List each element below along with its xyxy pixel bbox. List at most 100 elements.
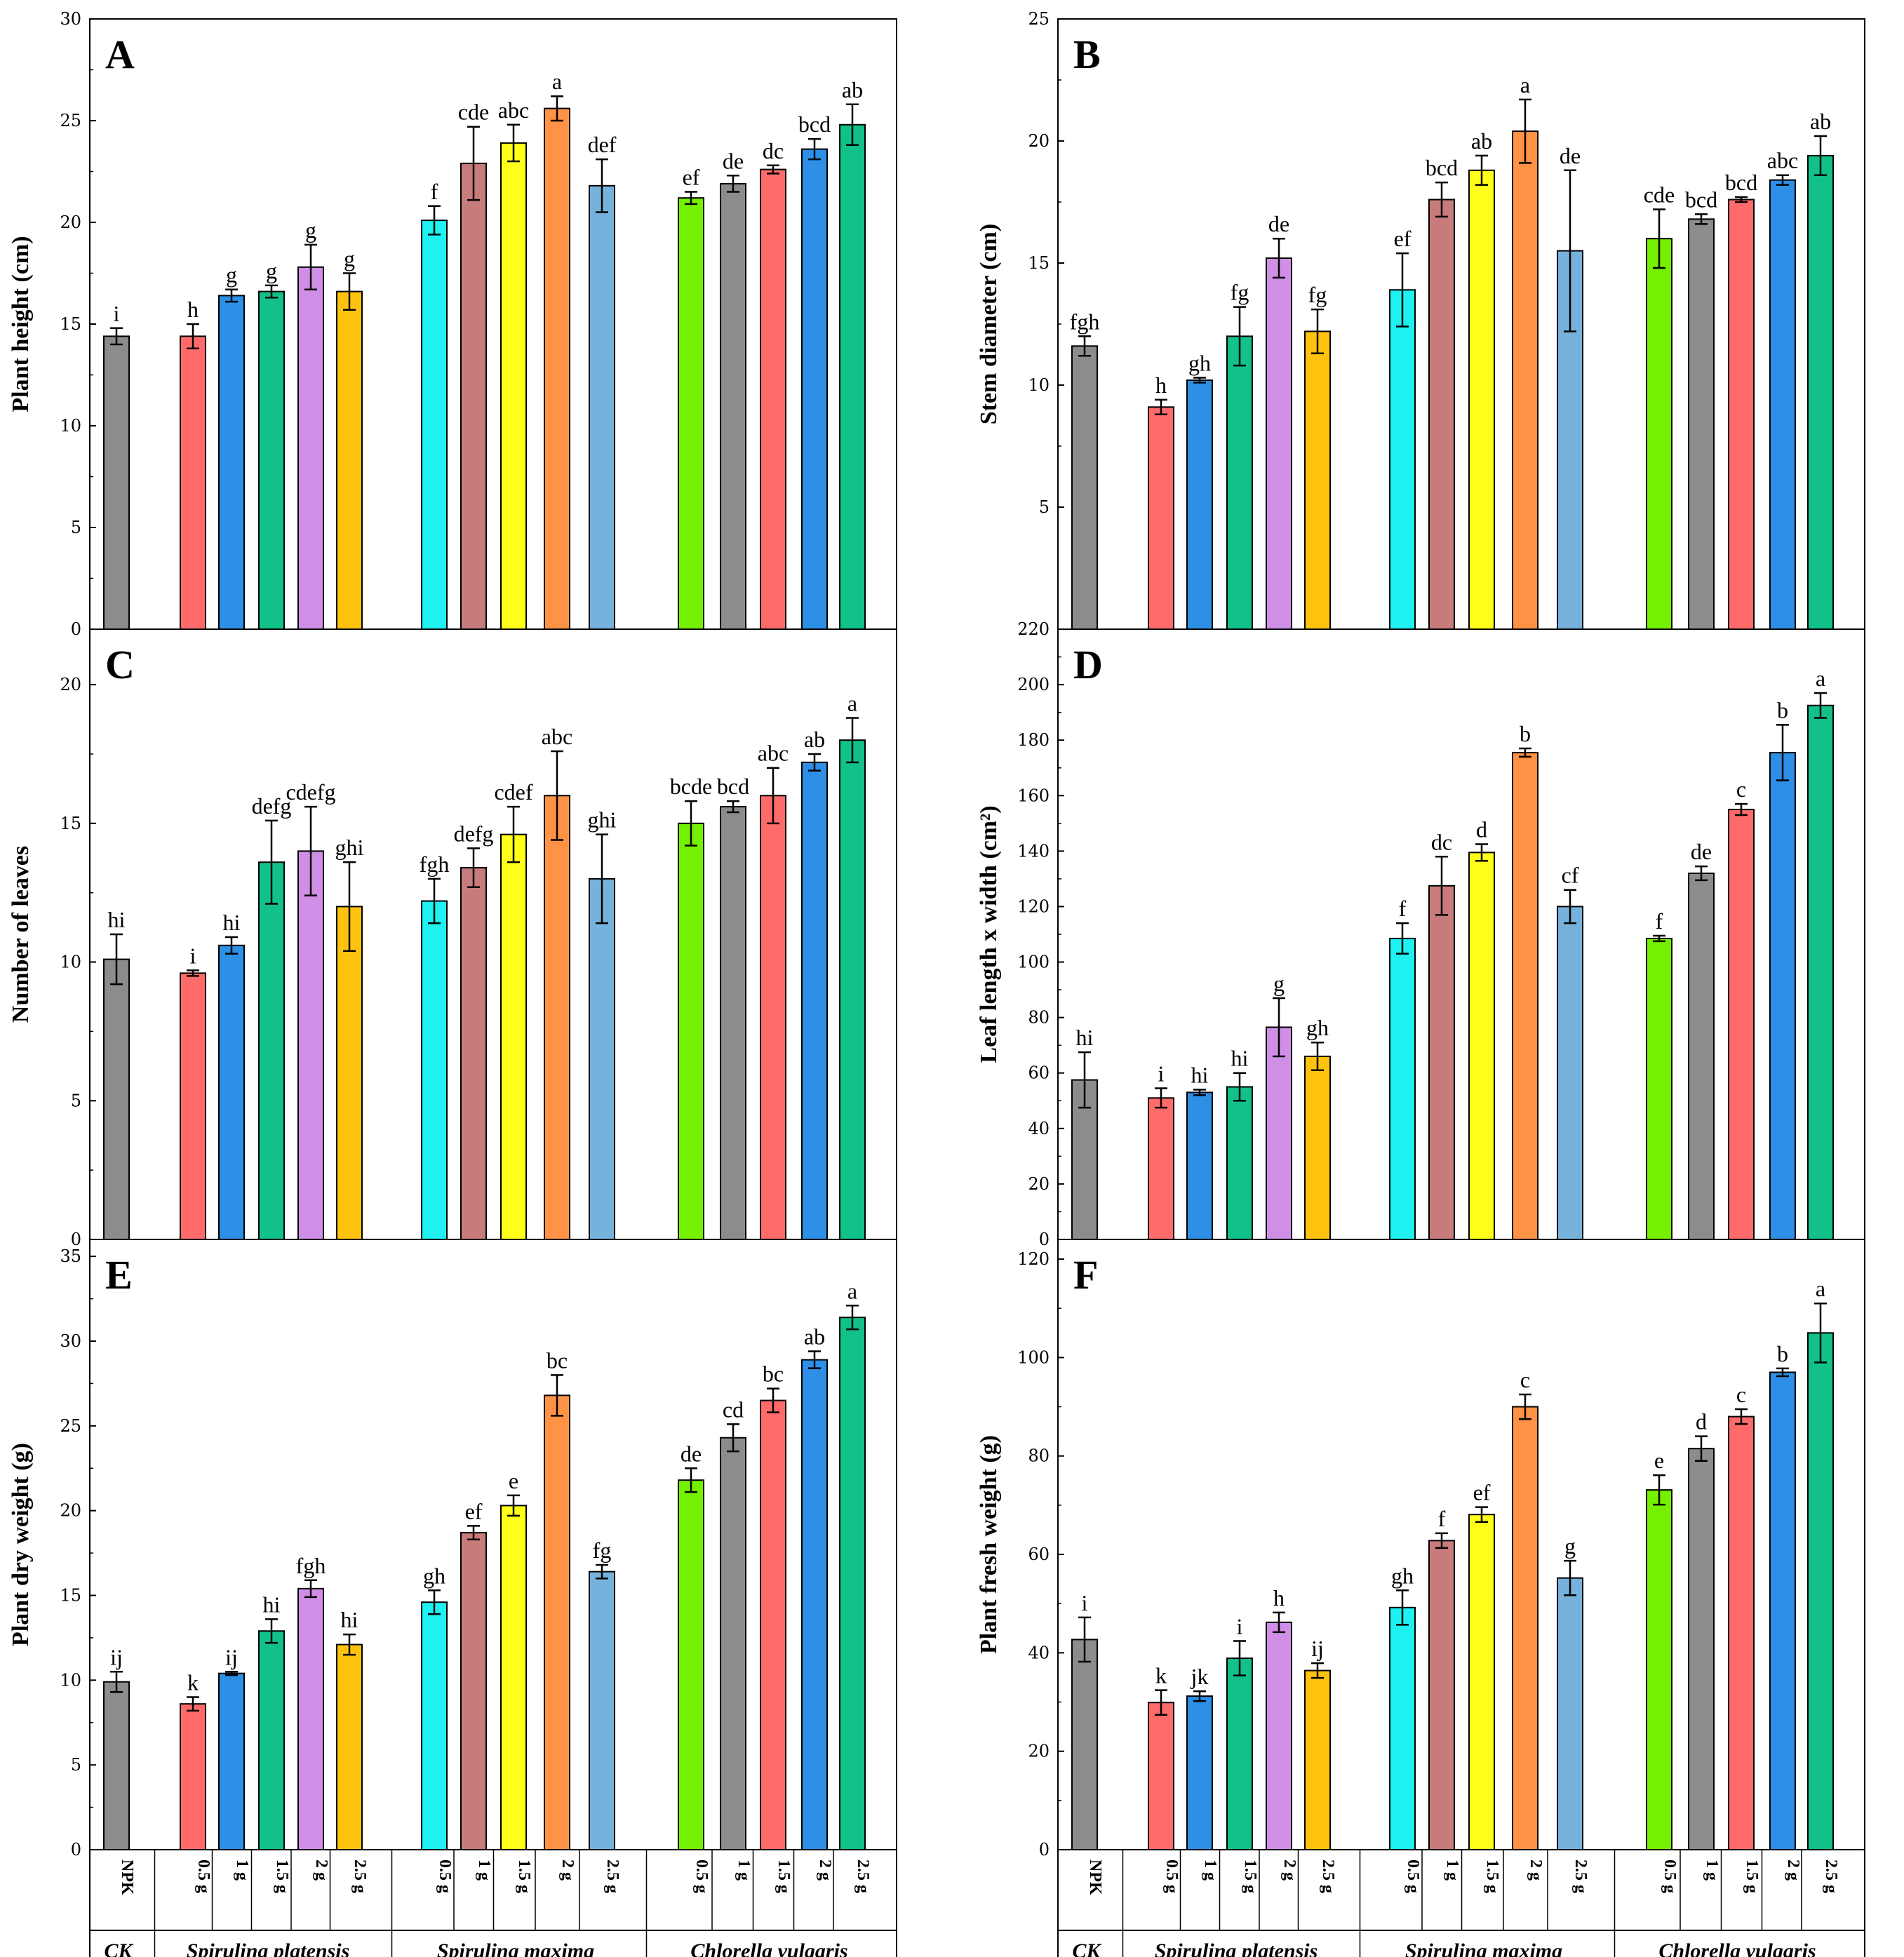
bar bbox=[1557, 1577, 1583, 1851]
y-tick-label: 120 bbox=[1017, 1249, 1050, 1269]
bar bbox=[720, 182, 746, 630]
significance-letter: bcd bbox=[1685, 187, 1717, 212]
category-label: 1.5 g bbox=[1743, 1860, 1761, 1893]
bar bbox=[103, 335, 130, 630]
significance-letter: fgh bbox=[296, 1553, 326, 1578]
significance-letter: cde bbox=[1644, 182, 1675, 207]
significance-letter: g bbox=[226, 262, 237, 288]
bar bbox=[1186, 1695, 1213, 1850]
bar bbox=[1148, 1702, 1174, 1851]
bar bbox=[1512, 130, 1538, 630]
y-tick-label: 10 bbox=[1028, 375, 1050, 395]
bar bbox=[1468, 169, 1495, 630]
y-tick-label: 0 bbox=[71, 1840, 81, 1860]
significance-letter: e bbox=[509, 1468, 518, 1493]
significance-letter: d bbox=[1696, 1409, 1707, 1434]
category-label: 1.5 g bbox=[515, 1860, 533, 1893]
bar bbox=[1769, 1371, 1796, 1850]
y-tick-label: 20 bbox=[1028, 1174, 1050, 1194]
bar bbox=[1728, 809, 1755, 1240]
significance-letter: hi bbox=[341, 1607, 358, 1632]
group-label: Spirulina maxima bbox=[1405, 1939, 1562, 1957]
category-label: 0.5 g bbox=[436, 1860, 454, 1893]
y-tick-label: 5 bbox=[71, 1091, 81, 1110]
significance-letter: a bbox=[1520, 72, 1530, 97]
bar bbox=[500, 142, 527, 630]
y-tick-label: 140 bbox=[1017, 841, 1050, 861]
bar bbox=[1468, 1514, 1495, 1851]
significance-letter: abc bbox=[1767, 148, 1798, 173]
bar bbox=[1807, 154, 1834, 630]
significance-letter: gh bbox=[1391, 1563, 1414, 1588]
significance-letter: abc bbox=[498, 97, 529, 123]
significance-letter: jk bbox=[1191, 1664, 1209, 1689]
y-axis-label: Leaf length x width (cm²) bbox=[976, 805, 1002, 1063]
bar bbox=[1688, 873, 1715, 1240]
category-label: 2 g bbox=[816, 1860, 834, 1881]
panel-label: C bbox=[105, 642, 135, 687]
significance-letter: a bbox=[847, 691, 857, 716]
significance-letter: f bbox=[1438, 1506, 1446, 1531]
significance-letter: a bbox=[1816, 1276, 1825, 1301]
bar bbox=[1769, 751, 1796, 1240]
y-tick-label: 20 bbox=[1028, 131, 1050, 151]
category-label: 2.5 g bbox=[1571, 1860, 1590, 1893]
bar bbox=[1512, 1406, 1538, 1850]
significance-letter: def bbox=[588, 132, 617, 157]
y-tick-label: 5 bbox=[71, 518, 81, 537]
category-label: 2.5 g bbox=[351, 1860, 369, 1893]
bar bbox=[1304, 1056, 1331, 1240]
significance-letter: ij bbox=[225, 1644, 238, 1669]
category-label: 2 g bbox=[312, 1860, 330, 1881]
category-label: 0.5 g bbox=[1661, 1860, 1679, 1893]
significance-letter: bcd bbox=[717, 774, 749, 799]
significance-letter: c bbox=[1736, 776, 1746, 802]
bar bbox=[103, 1681, 130, 1850]
bar bbox=[678, 822, 704, 1241]
y-tick-label: 200 bbox=[1017, 675, 1050, 694]
group-label: Spirulina platensis bbox=[1155, 1939, 1318, 1957]
y-tick-label: 5 bbox=[71, 1755, 81, 1775]
panel-label: B bbox=[1073, 32, 1101, 77]
significance-letter: hi bbox=[1191, 1062, 1209, 1087]
significance-letter: bcd bbox=[1426, 155, 1458, 180]
bar bbox=[1468, 852, 1495, 1241]
significance-letter: b bbox=[1520, 721, 1531, 746]
bar bbox=[460, 867, 487, 1241]
panel-label: D bbox=[1073, 642, 1103, 687]
bar bbox=[720, 806, 746, 1241]
significance-letter: bcd bbox=[798, 112, 831, 137]
category-label: 2.5 g bbox=[603, 1860, 622, 1893]
bar bbox=[421, 220, 448, 631]
category-label: 1 g bbox=[1703, 1860, 1721, 1881]
significance-letter: i bbox=[1158, 1061, 1165, 1086]
bar bbox=[760, 1399, 786, 1851]
y-tick-label: 25 bbox=[1028, 9, 1050, 29]
bar bbox=[1226, 1086, 1253, 1240]
bar bbox=[336, 290, 363, 630]
y-tick-label: 180 bbox=[1017, 730, 1050, 750]
significance-letter: hi bbox=[263, 1592, 281, 1617]
bar bbox=[760, 168, 786, 631]
bar bbox=[180, 972, 206, 1240]
bar bbox=[1646, 238, 1672, 630]
significance-letter: ef bbox=[683, 165, 700, 190]
bar bbox=[1266, 1026, 1292, 1241]
y-tick-label: 20 bbox=[1028, 1742, 1050, 1761]
significance-letter: gh bbox=[1188, 351, 1211, 376]
bar bbox=[218, 944, 245, 1241]
significance-letter: g bbox=[266, 258, 277, 283]
y-tick-label: 20 bbox=[60, 675, 81, 694]
panel-e: 0 5 10 15 20 25 30 35 Plant dry weight (g) Eij k ij… bbox=[8, 1239, 897, 1957]
category-label: 2.5 g bbox=[1319, 1860, 1337, 1893]
bar bbox=[839, 123, 866, 631]
bar bbox=[1646, 937, 1672, 1240]
bar bbox=[103, 958, 130, 1241]
y-tick-label: 120 bbox=[1017, 896, 1050, 916]
category-label: 0.5 g bbox=[1404, 1860, 1422, 1893]
y-tick-label: 10 bbox=[60, 1670, 81, 1690]
significance-letter: ij bbox=[1311, 1636, 1324, 1661]
category-label: 1.5 g bbox=[1483, 1860, 1501, 1893]
y-axis-label: Number of leaves bbox=[8, 846, 34, 1023]
